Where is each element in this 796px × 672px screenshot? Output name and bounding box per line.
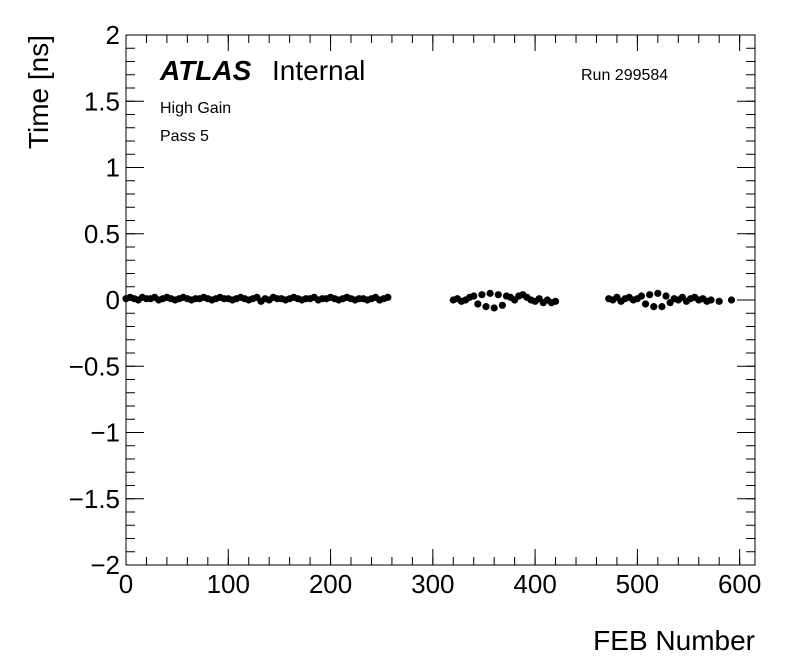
y-tick-label: 1 bbox=[106, 153, 120, 183]
point bbox=[490, 304, 498, 312]
point bbox=[551, 297, 560, 305]
point bbox=[650, 303, 658, 311]
y-tick-label: 0.5 bbox=[84, 219, 120, 249]
note: Pass 5 bbox=[160, 128, 209, 145]
point bbox=[641, 300, 650, 308]
point bbox=[384, 293, 392, 301]
point bbox=[494, 291, 502, 299]
y-tick-label: −2 bbox=[90, 550, 120, 580]
point bbox=[715, 297, 723, 305]
y-tick-label: 0 bbox=[106, 285, 120, 315]
y-tick-label: −0.5 bbox=[69, 351, 120, 381]
x-tick-label: 200 bbox=[309, 569, 352, 599]
run-label: Run 299584 bbox=[581, 67, 668, 84]
status-label: Internal bbox=[272, 55, 365, 86]
x-tick-label: 600 bbox=[718, 569, 761, 599]
x-tick-label: 100 bbox=[207, 569, 250, 599]
experiment-label: ATLAS bbox=[159, 55, 252, 86]
y-tick-label: 1.5 bbox=[84, 86, 120, 116]
note: High Gain bbox=[160, 100, 231, 117]
y-tick-label: −1 bbox=[90, 418, 120, 448]
point bbox=[486, 289, 494, 297]
point bbox=[654, 289, 662, 297]
point bbox=[498, 301, 506, 309]
point bbox=[482, 303, 490, 311]
point bbox=[637, 292, 646, 300]
point bbox=[474, 300, 482, 308]
point bbox=[646, 291, 654, 299]
point bbox=[478, 291, 486, 299]
x-tick-label: 0 bbox=[119, 569, 133, 599]
x-tick-label: 500 bbox=[616, 569, 659, 599]
point bbox=[727, 296, 736, 304]
x-axis-title: FEB Number bbox=[593, 625, 755, 656]
x-tick-label: 400 bbox=[513, 569, 556, 599]
y-tick-label: −1.5 bbox=[69, 484, 120, 514]
x-tick-label: 300 bbox=[411, 569, 454, 599]
point bbox=[470, 292, 478, 300]
point bbox=[658, 303, 666, 311]
y-axis-title: Time [ns] bbox=[23, 35, 54, 149]
point bbox=[662, 292, 670, 300]
y-tick-label: 2 bbox=[106, 20, 120, 50]
point bbox=[707, 296, 715, 304]
